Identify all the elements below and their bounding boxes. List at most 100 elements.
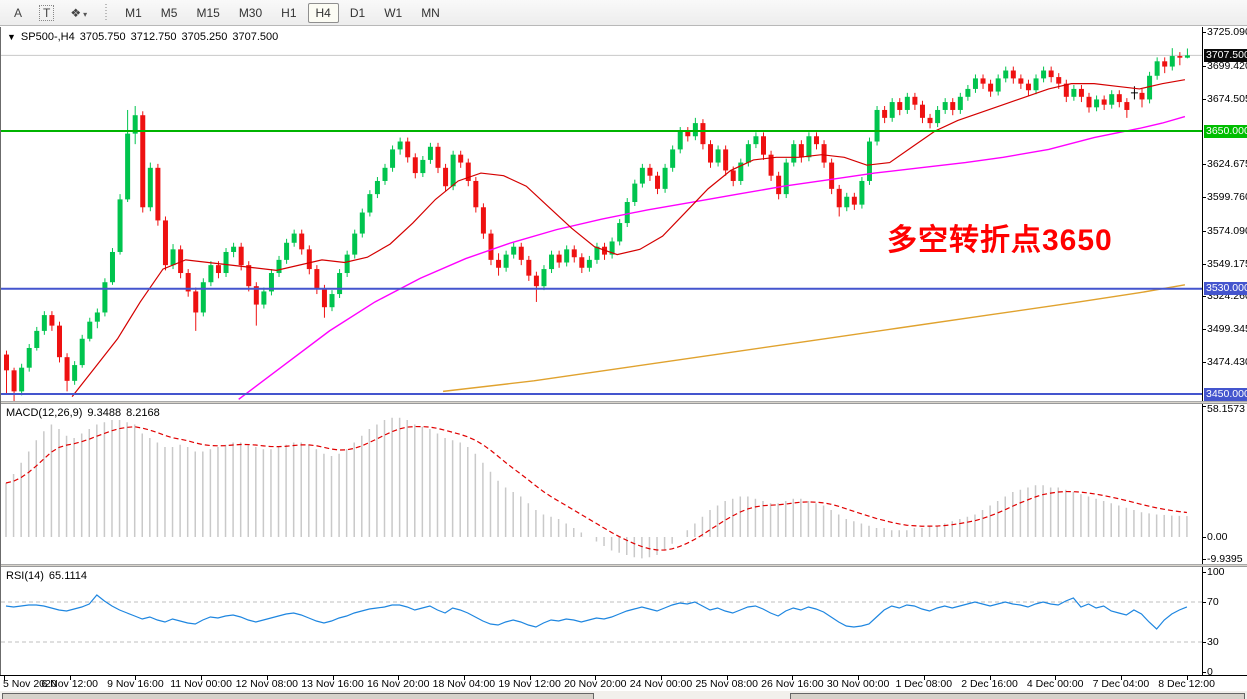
macd-main-value: 9.3488 [87,407,122,419]
timeframe-H1[interactable]: H1 [273,3,304,23]
chart-tab[interactable] [2,693,594,699]
tick-mark [1203,672,1206,673]
axis-tick-label: 3674.505 [1207,92,1247,105]
time-label: 7 Dec 04:00 [1092,678,1150,690]
macd-signal-value: 8.2168 [126,407,160,419]
timeframe-D1[interactable]: D1 [342,3,373,23]
time-tick [792,676,794,680]
rsi-name: RSI(14) [6,570,44,582]
chart-window: ▼ SP500-,H4 3705.750 3712.750 3705.250 3707.5… [0,26,1247,699]
timeframe-H4[interactable]: H4 [307,2,339,23]
time-tick [1120,676,1122,680]
timeframe-MN[interactable]: MN [413,3,448,23]
axis-tick-label: 3599.760 [1207,191,1247,204]
timeframe-M1[interactable]: M1 [117,3,150,23]
axis-tick-label: 100 [1207,566,1225,578]
time-tick [463,676,465,680]
tick-mark [1203,602,1206,603]
time-tick [726,676,728,680]
price-badge: 3530.000 [1204,282,1247,296]
rsi-chart[interactable]: RSI(14) 65.1114 [1,567,1203,675]
timeframe-M15[interactable]: M15 [188,3,227,23]
price-badge: 3450.000 [1204,387,1247,401]
text-label-tool[interactable]: A [6,3,30,23]
time-label: 1 Dec 08:00 [895,678,953,690]
rsi-panel: RSI(14) 65.1114 100 70 30 0 [1,566,1247,678]
tick-mark [1203,32,1206,34]
main-price-panel: ▼ SP500-,H4 3705.750 3712.750 3705.250 3707.5… [1,26,1247,401]
text-box-icon: T [39,4,55,21]
time-tick [989,676,991,680]
tick-mark [1203,164,1206,166]
time-label: 9 Nov 16:00 [107,678,164,690]
price-badge: 3707.500 [1204,48,1247,62]
time-label: 18 Nov 04:00 [432,678,496,690]
time-tick [1055,676,1057,680]
tick-mark [1203,296,1206,298]
time-label: 19 Nov 12:00 [498,678,561,690]
panel-splitter[interactable] [1,401,1247,404]
price-chart[interactable]: ▼ SP500-,H4 3705.750 3712.750 3705.250 3707.5… [1,27,1203,401]
chart-tab[interactable] [790,693,1245,699]
time-tick [332,676,334,680]
time-tick [4,676,5,680]
low-value: 3705.250 [181,31,228,43]
high-value: 3712.750 [130,31,177,43]
timeframe-M30[interactable]: M30 [231,3,270,23]
time-label: 24 Nov 00:00 [629,678,693,690]
timeframe-M5[interactable]: M5 [153,3,186,23]
axis-tick-label: 58.1573 [1207,403,1245,415]
rsi-value: 65.1114 [48,570,88,582]
macd-name: MACD(12,26,9) [6,407,83,419]
time-tick [69,676,71,680]
time-label: 8 Dec 12:00 [1158,678,1215,690]
macd-panel: MACD(12,26,9) 9.3488 8.2168 58.1573 0.00 -9.… [1,403,1247,566]
tick-mark [1203,642,1206,643]
time-label: 30 Nov 00:00 [826,678,890,690]
text-box-tool[interactable]: T [32,3,61,23]
tick-mark [1203,559,1206,561]
symbol-period-label: SP500-,H4 [20,31,75,43]
axis-tick-label: -9.9395 [1207,553,1243,566]
axis-tick-label: 0.00 [1207,531,1228,543]
toolbar-grip[interactable] [102,3,110,22]
macd-chart[interactable]: MACD(12,26,9) 9.3488 8.2168 [1,404,1203,564]
panel-splitter[interactable] [1,564,1247,567]
axis-tick-label: 3574.090 [1207,224,1247,237]
time-label: 5 Nov 2020 [3,678,57,690]
time-label: 20 Nov 20:00 [564,678,627,690]
time-label: 6 Nov 12:00 [41,678,98,690]
time-label: 2 Dec 16:00 [961,678,1018,690]
price-badge: 3650.000 [1204,124,1247,138]
arrange-tool[interactable]: ❖ ▾ [63,3,94,23]
axis-tick-label: 3499.345 [1207,323,1247,336]
arrange-icon: ❖ [70,5,82,20]
tick-mark [1203,98,1206,100]
chart-tabs-strip[interactable] [0,691,1247,699]
time-label: 12 Nov 08:00 [235,678,299,690]
timeframe-W1[interactable]: W1 [376,3,410,23]
chevron-down-icon: ▾ [83,9,88,19]
macd-axis: 58.1573 0.00 -9.9395 [1203,403,1247,566]
time-axis[interactable]: 5 Nov 2020 6 Nov 12:00 9 Nov 16:00 11 Nov 0… [0,675,1247,691]
time-tick [135,676,137,680]
time-tick [1186,676,1188,680]
time-tick [398,676,400,680]
tick-mark [1203,329,1206,331]
axis-tick-label: 3725.090 [1207,26,1247,39]
tick-mark [1203,263,1206,265]
time-label: 11 Nov 00:00 [170,678,232,690]
time-tick [661,676,662,680]
time-label: 26 Nov 16:00 [761,678,824,690]
time-tick [201,676,203,680]
annotation-text: 多空转折点3650 [887,224,1113,257]
timeframe-group: M1 M5 M15 M30 H1 H4 D1 W1 MN [117,2,451,23]
tick-mark [1203,197,1206,199]
axis-tick-label: 3699.420 [1207,60,1247,72]
rsi-label: RSI(14) 65.1114 [6,570,92,582]
price-axis[interactable]: 3725.090 3699.420 3674.505 3624.675 3599.760… [1203,26,1247,401]
axis-tick-label: 30 [1207,636,1219,648]
collapse-icon[interactable]: ▼ [7,32,16,42]
time-tick [595,676,597,680]
time-label: 25 Nov 08:00 [695,678,758,690]
